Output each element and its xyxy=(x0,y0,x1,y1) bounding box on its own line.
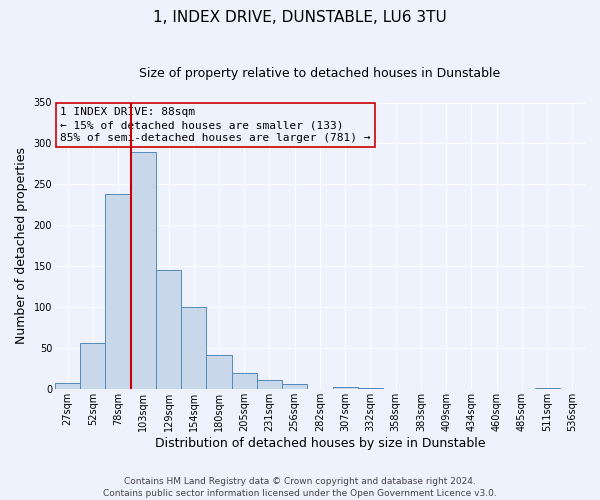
Bar xyxy=(257,380,282,390)
Bar xyxy=(80,342,106,390)
Bar xyxy=(106,194,131,390)
X-axis label: Distribution of detached houses by size in Dunstable: Distribution of detached houses by size … xyxy=(155,437,485,450)
Y-axis label: Number of detached properties: Number of detached properties xyxy=(15,148,28,344)
Bar xyxy=(535,388,560,390)
Bar xyxy=(232,373,257,390)
Bar xyxy=(156,270,181,390)
Title: Size of property relative to detached houses in Dunstable: Size of property relative to detached ho… xyxy=(139,68,500,80)
Bar xyxy=(131,152,156,390)
Bar xyxy=(282,384,307,390)
Text: 1 INDEX DRIVE: 88sqm
← 15% of detached houses are smaller (133)
85% of semi-deta: 1 INDEX DRIVE: 88sqm ← 15% of detached h… xyxy=(60,107,371,143)
Bar xyxy=(358,388,383,390)
Text: 1, INDEX DRIVE, DUNSTABLE, LU6 3TU: 1, INDEX DRIVE, DUNSTABLE, LU6 3TU xyxy=(153,10,447,25)
Bar xyxy=(55,382,80,390)
Text: Contains HM Land Registry data © Crown copyright and database right 2024.
Contai: Contains HM Land Registry data © Crown c… xyxy=(103,476,497,498)
Bar xyxy=(332,387,358,390)
Bar xyxy=(181,308,206,390)
Bar xyxy=(206,355,232,390)
